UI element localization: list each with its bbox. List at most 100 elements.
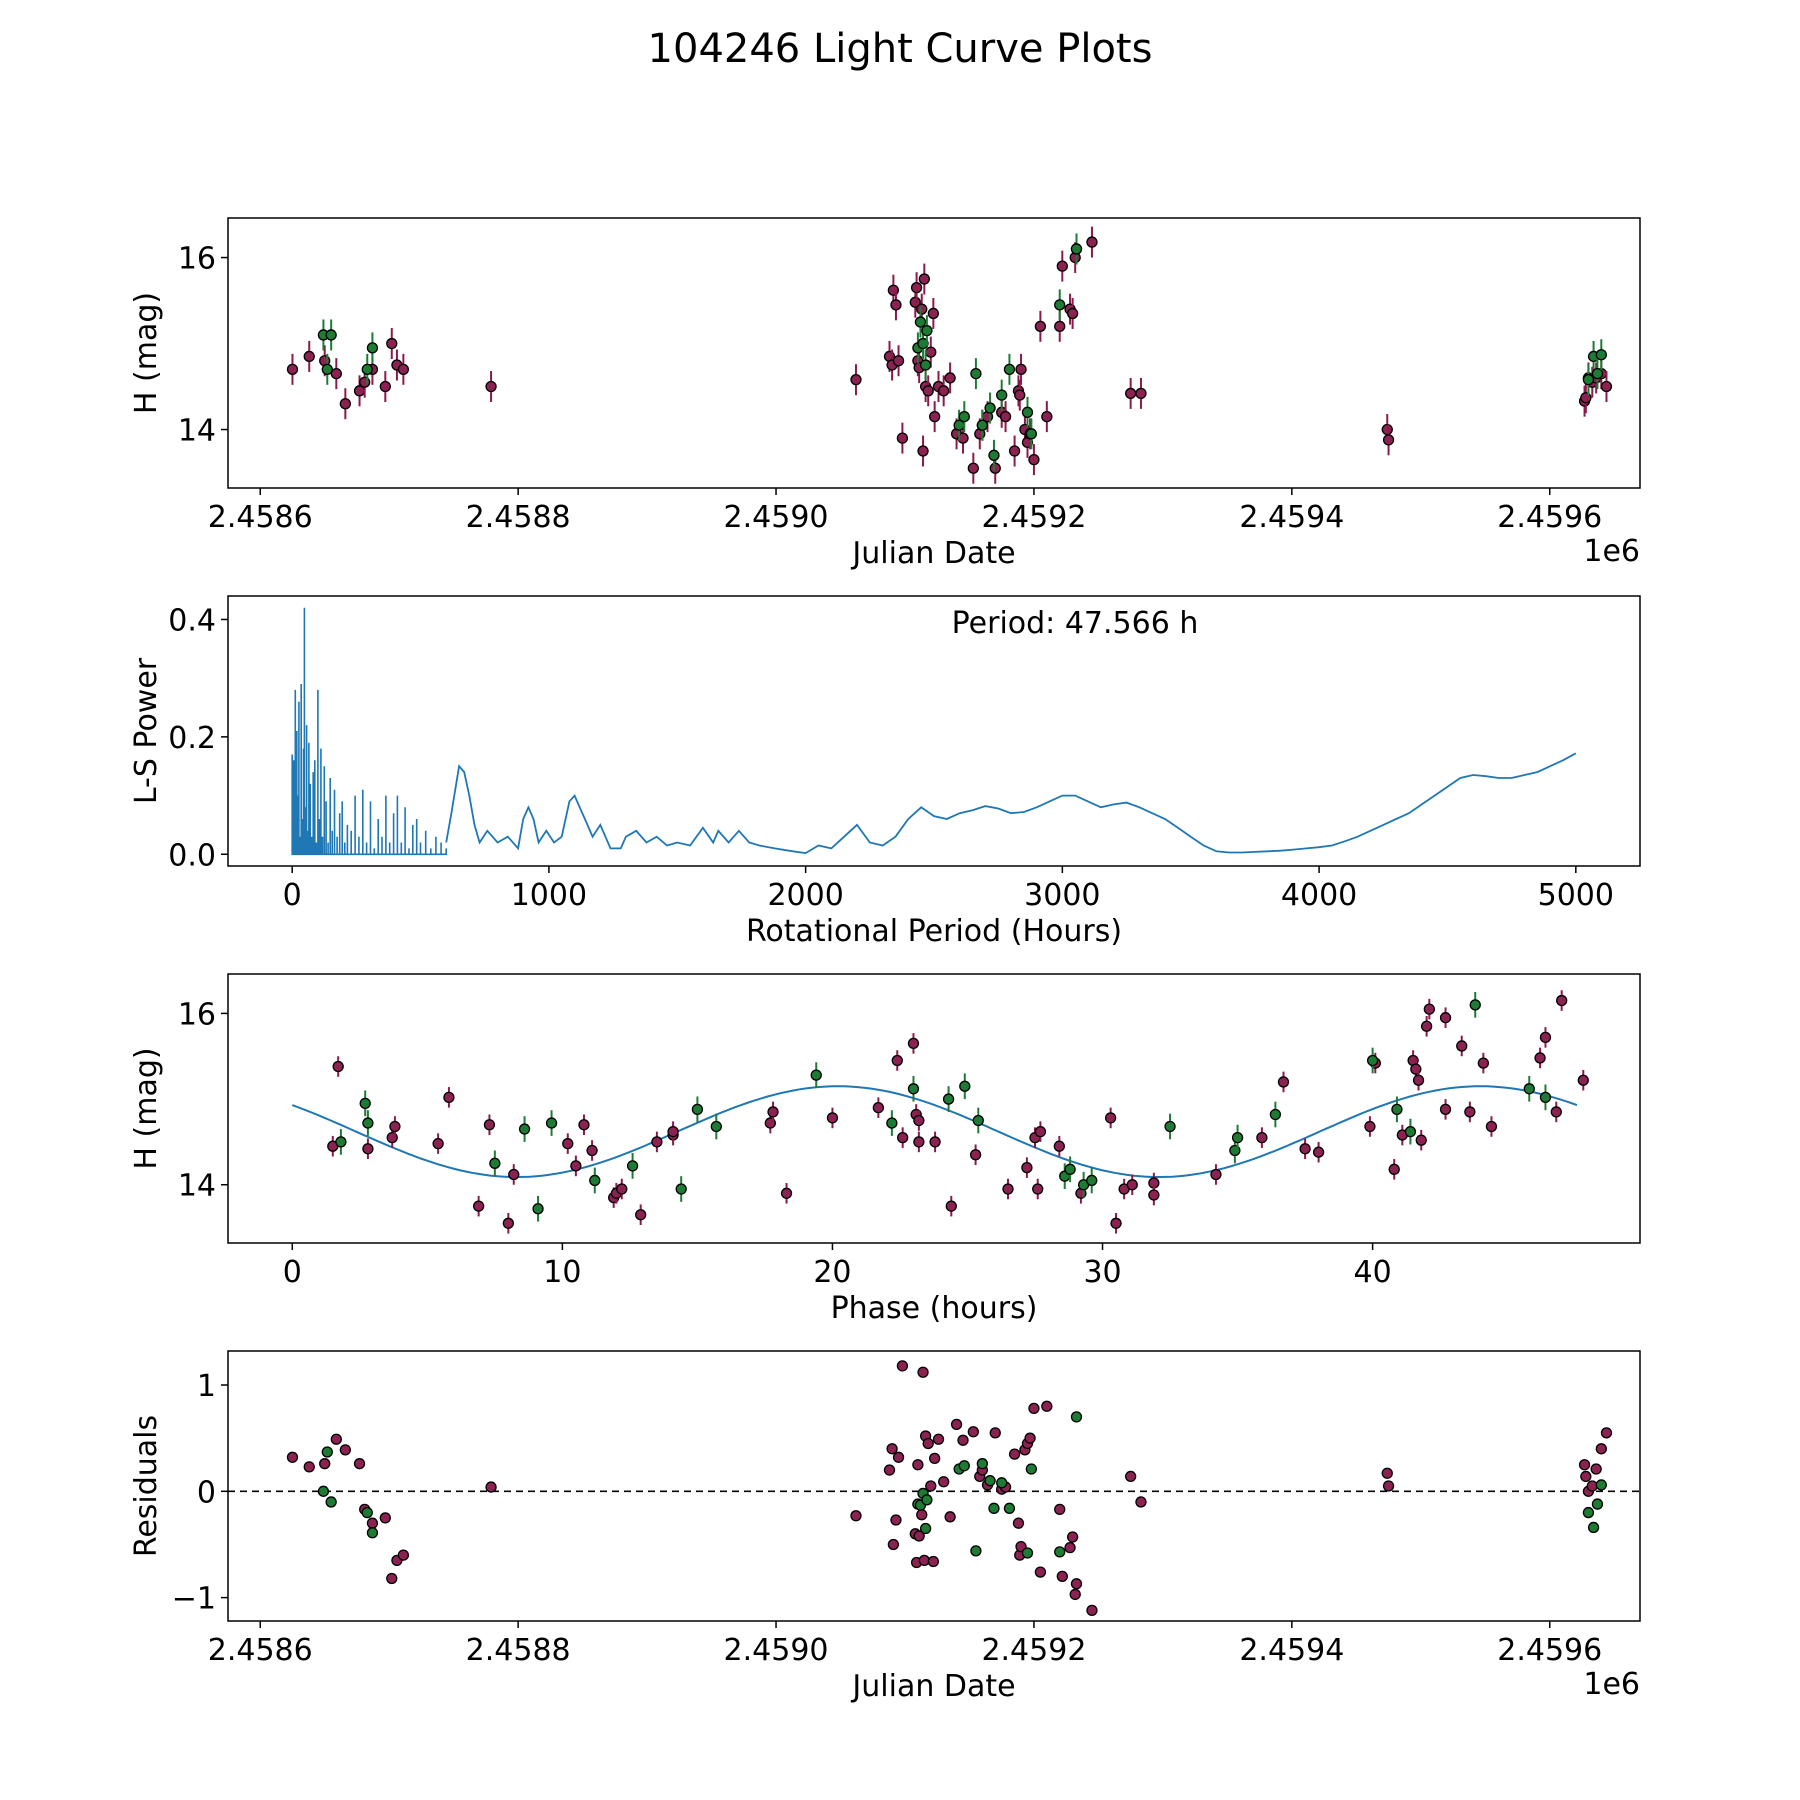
data-point xyxy=(767,1106,779,1118)
data-point xyxy=(472,1200,485,1212)
data-point xyxy=(957,432,969,444)
data-point xyxy=(319,1458,331,1470)
data-point xyxy=(1028,453,1040,466)
data-point xyxy=(1550,1106,1562,1118)
y-tick-label: −1 xyxy=(172,1582,216,1617)
data-point xyxy=(508,1168,520,1181)
data-point xyxy=(330,367,342,380)
data-point xyxy=(1600,1427,1613,1439)
x-tick-label: 2.4596 xyxy=(1497,500,1602,535)
x-axis-label: Julian Date xyxy=(850,1669,1015,1704)
plot-data-area xyxy=(286,226,1613,484)
y-tick-label: 14 xyxy=(178,1169,216,1204)
data-point xyxy=(1070,1578,1083,1590)
data-point xyxy=(1231,1131,1244,1144)
data-point xyxy=(362,1143,374,1155)
data-point xyxy=(1595,1443,1607,1455)
data-point xyxy=(976,1458,989,1470)
data-point xyxy=(1364,1120,1376,1133)
periodogram-spikes xyxy=(291,607,447,856)
x-tick-label: 2.4592 xyxy=(981,500,1086,535)
data-point xyxy=(928,1452,941,1465)
plot-frame xyxy=(227,1350,1641,1622)
x-axis-label: Julian Date xyxy=(850,536,1015,571)
data-point xyxy=(1582,374,1595,386)
data-point xyxy=(1003,363,1016,375)
data-point xyxy=(1412,1074,1425,1086)
data-point xyxy=(909,296,921,308)
data-point xyxy=(958,1460,970,1472)
data-point xyxy=(907,1037,920,1050)
data-point xyxy=(922,1437,934,1450)
data-point xyxy=(1595,1479,1607,1491)
data-point xyxy=(1064,1163,1076,1175)
data-point xyxy=(967,462,979,474)
periodogram-panel: 0 1000 2000 3000 4000 5000 0.0 0.2 0.4 Rotational… xyxy=(129,595,1641,949)
data-point xyxy=(1086,236,1098,248)
y-tick-label: 0.2 xyxy=(168,721,216,756)
x-tick-label: 2.4596 xyxy=(1497,1633,1602,1668)
data-point xyxy=(1086,1174,1098,1187)
data-point xyxy=(945,1200,957,1212)
data-point xyxy=(361,363,373,375)
figure-title: 104246 Light Curve Plots xyxy=(647,26,1153,72)
data-point xyxy=(386,337,398,350)
data-point xyxy=(996,1477,1008,1489)
data-point xyxy=(1469,999,1481,1011)
data-point xyxy=(938,1476,950,1488)
data-point xyxy=(321,1446,333,1458)
data-point xyxy=(353,1458,366,1470)
data-point xyxy=(942,1093,955,1105)
x-tick-label: 0 xyxy=(283,1255,302,1290)
x-tick-label: 2000 xyxy=(767,878,843,913)
x-tick-label: 30 xyxy=(1083,1255,1121,1290)
data-point xyxy=(1382,1480,1395,1492)
data-point xyxy=(1256,1131,1268,1144)
data-point xyxy=(970,1545,982,1557)
data-point xyxy=(1485,1120,1498,1133)
data-point xyxy=(929,1136,941,1148)
data-point xyxy=(532,1203,544,1215)
data-point xyxy=(1556,994,1568,1007)
data-point xyxy=(545,1117,558,1129)
x-tick-label: 20 xyxy=(813,1255,851,1290)
y-tick-label: 0 xyxy=(197,1475,216,1510)
data-point xyxy=(359,1097,371,1110)
x-tick-label: 3000 xyxy=(1024,878,1100,913)
data-point xyxy=(913,1136,925,1148)
data-point xyxy=(1269,1108,1282,1121)
data-point xyxy=(1008,1448,1021,1460)
data-point xyxy=(1066,307,1079,320)
data-point xyxy=(286,363,299,375)
data-point xyxy=(1070,1411,1083,1423)
data-point xyxy=(850,374,862,386)
data-point xyxy=(912,1459,924,1471)
x-tick-label: 1000 xyxy=(511,878,587,913)
data-point xyxy=(483,1119,496,1131)
data-point xyxy=(1012,1517,1025,1529)
x-tick-label: 0 xyxy=(283,878,302,913)
data-point xyxy=(1523,1083,1535,1095)
data-point xyxy=(1025,1463,1038,1475)
data-point xyxy=(1381,1467,1393,1479)
data-point xyxy=(927,1555,940,1568)
x-tick-label: 2.4590 xyxy=(724,500,829,535)
data-point xyxy=(1404,1125,1417,1138)
data-point xyxy=(1539,1091,1552,1104)
data-point xyxy=(988,1502,1000,1514)
residuals-panel: 2.4586 2.4588 2.4590 2.4592 2.4594 2.4596 −1 0 1… xyxy=(129,1350,1641,1704)
data-point xyxy=(967,1426,979,1438)
data-point xyxy=(710,1120,722,1133)
data-point xyxy=(896,1360,909,1372)
data-point xyxy=(1008,445,1021,457)
data-point xyxy=(887,1538,900,1551)
plot-data-area xyxy=(228,1360,1640,1617)
data-point xyxy=(890,299,902,311)
data-point xyxy=(1021,1547,1034,1559)
data-point xyxy=(1024,1432,1036,1444)
data-point xyxy=(1148,1189,1160,1201)
x-axis-label: Rotational Period (Hours) xyxy=(746,914,1122,949)
data-point xyxy=(675,1183,687,1195)
data-point xyxy=(1070,243,1083,255)
data-point xyxy=(366,1527,379,1539)
